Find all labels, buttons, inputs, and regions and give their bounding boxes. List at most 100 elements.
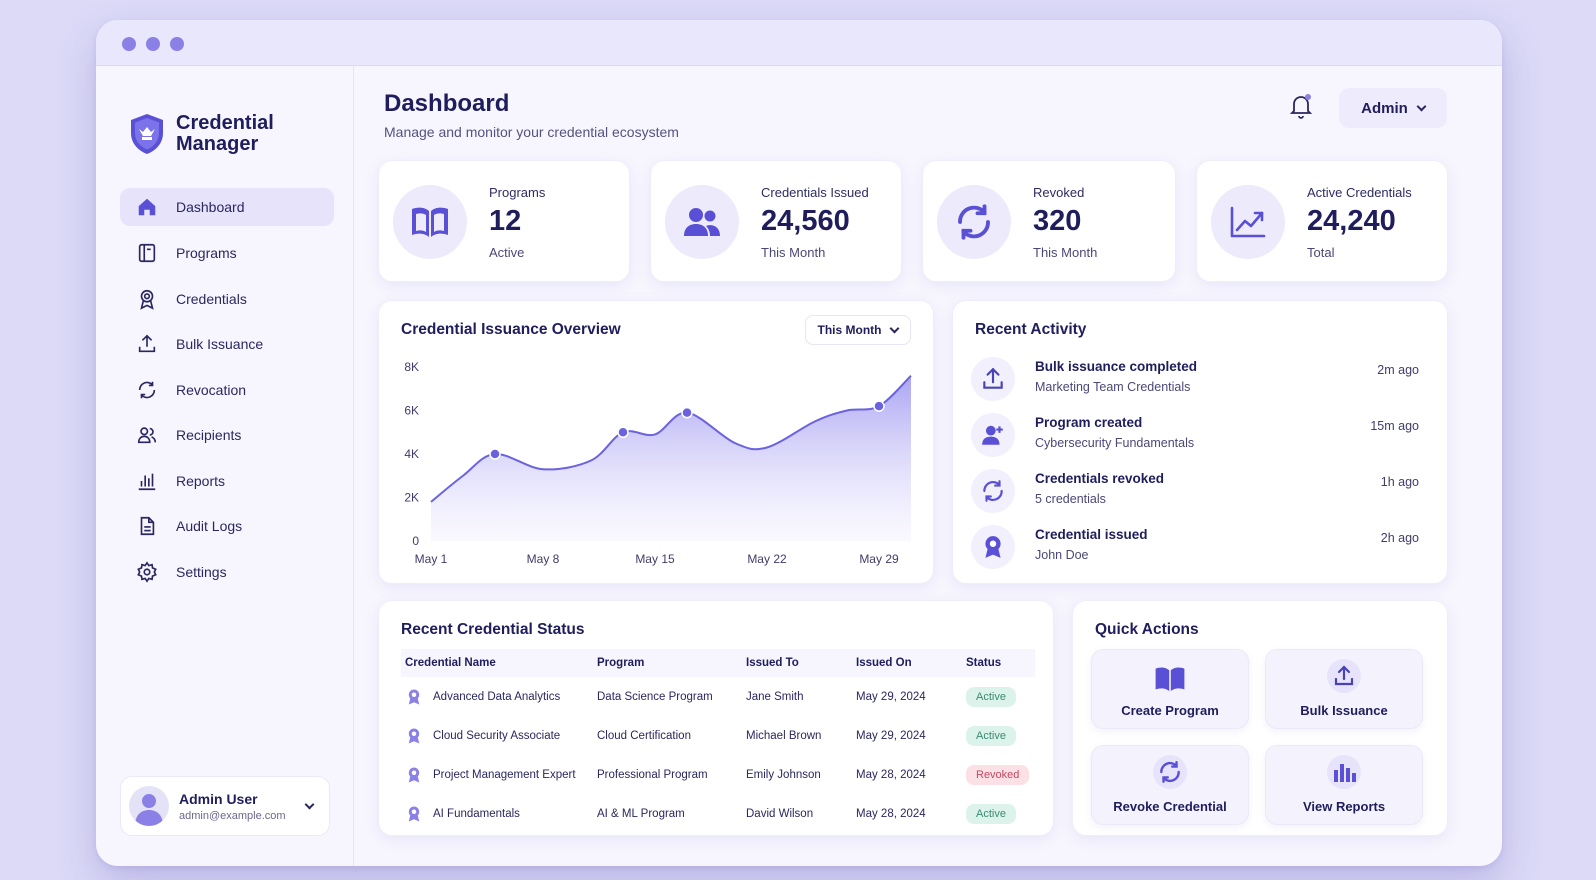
page-subtitle: Manage and monitor your credential ecosy…: [384, 124, 679, 140]
open-book-icon: [412, 207, 448, 237]
column-header[interactable]: Issued On: [852, 649, 962, 677]
user-name: Admin User: [179, 790, 258, 807]
bar-chart-icon: [138, 473, 156, 490]
upload-icon: [1334, 665, 1354, 686]
status-badge: Active: [966, 686, 1016, 707]
status-table-title: Recent Credential Status: [401, 621, 585, 638]
trend-up-icon: [1230, 206, 1266, 238]
chevron-down-icon[interactable]: [304, 799, 314, 809]
refresh-icon: [138, 381, 156, 398]
y-tick-label: 6K: [404, 404, 419, 418]
stat-value: 320: [1033, 205, 1082, 237]
recent-activity-card: Recent Activity Bulk issuance completed …: [952, 300, 1448, 584]
column-header[interactable]: Issued To: [742, 649, 852, 677]
activity-item[interactable]: Credentials revoked 5 credentials 1h ago: [971, 467, 1419, 515]
sidebar-item-revocation[interactable]: Revocation: [120, 371, 334, 409]
sidebar-item-audit-logs[interactable]: Audit Logs: [120, 507, 334, 545]
users-icon: [137, 427, 157, 444]
chart-point[interactable]: [489, 448, 501, 460]
award-icon: [985, 536, 1001, 558]
x-tick-label: May 29: [859, 552, 899, 566]
stat-sub: Total: [1307, 245, 1335, 260]
y-tick-label: 4K: [404, 447, 419, 461]
stat-card-programs: Programs 12 Active: [378, 160, 630, 282]
column-header[interactable]: Status: [962, 649, 1035, 677]
activity-item[interactable]: Program created Cybersecurity Fundamenta…: [971, 411, 1419, 459]
chart-point[interactable]: [873, 400, 885, 412]
award-icon: [140, 289, 154, 310]
award-icon: [408, 689, 420, 704]
create-program-button[interactable]: Create Program: [1091, 649, 1249, 729]
chart-point[interactable]: [617, 426, 629, 438]
sidebar-item-reports[interactable]: Reports: [120, 462, 334, 500]
y-tick-label: 2K: [404, 491, 419, 505]
stat-sub: This Month: [1033, 245, 1098, 260]
x-tick-label: May 8: [527, 552, 560, 566]
column-header[interactable]: Program: [593, 649, 742, 677]
main-content: Dashboard Manage and monitor your creden…: [354, 66, 1502, 866]
shield-icon: [131, 114, 163, 154]
stat-sub: Active: [489, 245, 525, 260]
upload-icon: [138, 334, 156, 353]
revoke-credential-button[interactable]: Revoke Credential: [1091, 745, 1249, 825]
x-tick-label: May 15: [635, 552, 675, 566]
gear-icon: [137, 560, 157, 583]
view-reports-button[interactable]: View Reports: [1265, 745, 1423, 825]
sidebar-item-credentials[interactable]: Credentials: [120, 280, 334, 318]
stat-label: Active Credentials: [1307, 185, 1412, 200]
bar-chart-icon: [1334, 764, 1356, 782]
bell-icon[interactable]: [1289, 92, 1313, 120]
chart-title: Credential Issuance Overview: [401, 321, 621, 338]
credential-status-table: Credential Name Program Issued To Issued…: [401, 649, 1035, 833]
stat-card-credentials-issued: Credentials Issued 24,560 This Month: [650, 160, 902, 282]
window-minimize-dot[interactable]: [146, 37, 160, 51]
refresh-icon: [958, 204, 990, 240]
sidebar-item-programs[interactable]: Programs: [120, 234, 334, 272]
bulk-issuance-button[interactable]: Bulk Issuance: [1265, 649, 1423, 729]
activity-title: Recent Activity: [975, 321, 1087, 338]
table-row[interactable]: AI Fundamentals AI & ML Program David Wi…: [401, 794, 1035, 833]
user-menu[interactable]: Admin User admin@example.com: [120, 776, 330, 836]
document-icon: [140, 516, 155, 536]
stat-sub: This Month: [761, 245, 826, 260]
sidebar-item-recipients[interactable]: Recipients: [120, 416, 334, 454]
activity-item[interactable]: Credential issued John Doe 2h ago: [971, 523, 1419, 571]
stat-card-active-credentials: Active Credentials 24,240 Total: [1196, 160, 1448, 282]
user-plus-icon: [982, 425, 1003, 445]
status-badge: Revoked: [966, 764, 1030, 785]
column-header[interactable]: Credential Name: [401, 649, 593, 677]
award-icon: [408, 767, 420, 782]
period-dropdown[interactable]: This Month: [805, 315, 911, 345]
sidebar-item-dashboard[interactable]: Dashboard: [120, 188, 334, 226]
admin-dropdown[interactable]: Admin: [1339, 88, 1447, 128]
table-row[interactable]: Project Management Expert Professional P…: [401, 755, 1035, 794]
award-icon: [408, 806, 420, 821]
status-badge: Active: [966, 725, 1016, 746]
users-icon: [684, 208, 720, 236]
app-window: Credential Manager Dashboard Programs Cr…: [96, 20, 1502, 866]
credential-status-card: Recent Credential Status Credential Name…: [378, 600, 1054, 836]
refresh-icon: [1160, 761, 1180, 783]
book-icon: [138, 243, 156, 263]
chart-point[interactable]: [681, 406, 693, 419]
home-icon: [138, 198, 156, 216]
sidebar-item-bulk-issuance[interactable]: Bulk Issuance: [120, 325, 334, 363]
window-close-dot[interactable]: [122, 37, 136, 51]
sidebar-item-settings[interactable]: Settings: [120, 553, 334, 591]
table-header-row: Credential Name Program Issued To Issued…: [401, 649, 1035, 677]
stat-label: Credentials Issued: [761, 185, 869, 200]
app-logo: Credential Manager: [128, 112, 296, 156]
refresh-icon: [983, 480, 1003, 502]
stat-label: Revoked: [1033, 185, 1085, 200]
stat-card-revoked: Revoked 320 This Month: [922, 160, 1176, 282]
open-book-icon: [1155, 667, 1185, 691]
activity-item[interactable]: Bulk issuance completed Marketing Team C…: [971, 355, 1419, 403]
table-row[interactable]: Advanced Data Analytics Data Science Pro…: [401, 677, 1035, 716]
issuance-chart: 0 2K 4K 6K 8K May 1 May 8 May 15 May 22 May 29: [404, 360, 912, 566]
stat-label: Programs: [489, 185, 546, 200]
table-row[interactable]: Cloud Security Associate Cloud Certifica…: [401, 716, 1035, 755]
stat-value: 12: [489, 205, 522, 237]
avatar: [129, 786, 169, 826]
window-maximize-dot[interactable]: [170, 37, 184, 51]
chevron-down-icon: [1416, 101, 1427, 111]
